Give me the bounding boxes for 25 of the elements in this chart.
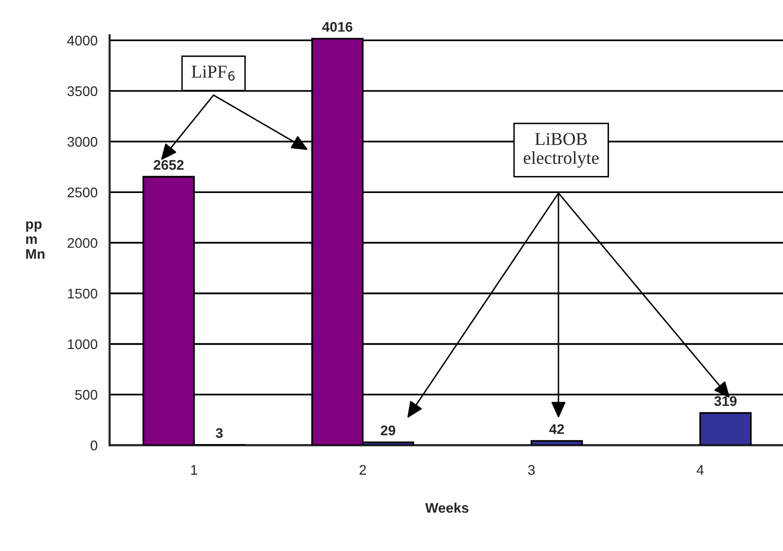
- bar: [530, 440, 583, 446]
- y-tick-label: 3000: [67, 136, 98, 147]
- data-label: 2652: [154, 160, 184, 170]
- x-tick-label: 4: [696, 465, 704, 475]
- y-tick-label: 500: [75, 390, 98, 400]
- x-tick-label: 1: [191, 465, 198, 475]
- y-tick-label: 4000: [67, 36, 98, 46]
- bar: [699, 412, 752, 446]
- data-label: 42: [549, 424, 564, 434]
- x-tick-label: 3: [528, 465, 535, 475]
- y-tick-label: 0: [90, 440, 98, 450]
- y-tick-label: 1500: [68, 288, 98, 299]
- data-label: 3: [216, 428, 223, 438]
- data-label: 29: [380, 426, 396, 436]
- y-tick-label: 2500: [68, 187, 98, 198]
- annotation: LiPF$_{6}$: [192, 66, 235, 81]
- y-axis-title: pp m Mn: [26, 221, 44, 259]
- y-tick-label: 3500: [67, 86, 98, 96]
- y-tick-label: 1000: [68, 339, 98, 350]
- data-label: 4016: [322, 22, 352, 32]
- x-axis-title: Weeks: [425, 502, 468, 513]
- data-label: 319: [714, 396, 737, 406]
- y-tick-label: 2000: [68, 238, 98, 248]
- annotation: LiBOB electrolyte: [524, 132, 599, 168]
- x-tick-label: 2: [360, 465, 366, 475]
